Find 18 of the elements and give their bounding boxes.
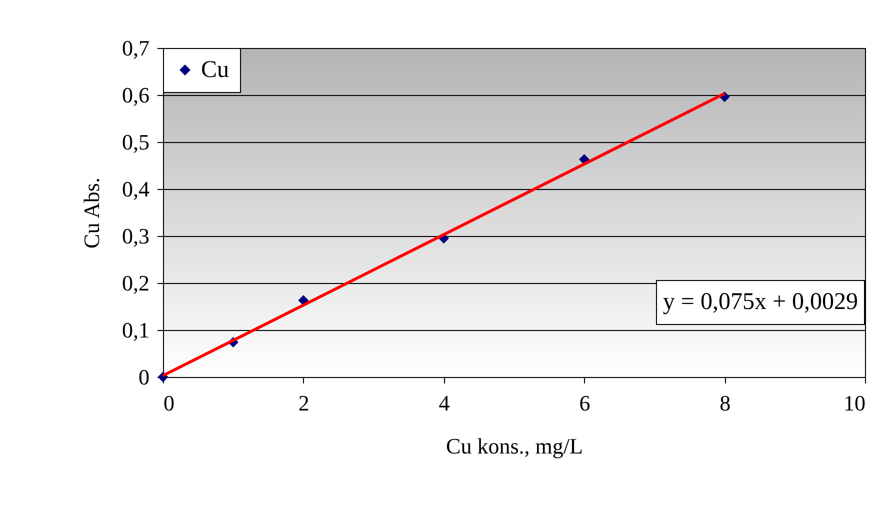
- annotation: y = 0,075x + 0,0029: [656, 280, 865, 325]
- x-tick-label: 10: [844, 390, 866, 416]
- x-tick-label: 0: [164, 390, 174, 416]
- y-tick-label: 0,3: [122, 224, 150, 248]
- y-axis-title: Cu Abs.: [79, 178, 104, 248]
- y-tick-label: 0,5: [122, 130, 150, 154]
- y-tick-label: 0,4: [122, 176, 150, 202]
- legend-label: Cu: [201, 57, 230, 83]
- y-tick-label: 0,6: [122, 82, 150, 108]
- y-tick-label: 0: [138, 364, 150, 390]
- y-tick-label: 0,7: [122, 36, 150, 60]
- x-tick-label: 4: [438, 390, 450, 416]
- x-tick-label: 6: [579, 390, 590, 416]
- y-tick-label: 0,2: [122, 270, 150, 296]
- x-axis-title: Cu kons., mg/L: [446, 434, 583, 458]
- y-tick-label: 0,1: [122, 318, 150, 342]
- x-tick-label: 2: [298, 390, 310, 416]
- x-tick-label: 8: [720, 390, 731, 416]
